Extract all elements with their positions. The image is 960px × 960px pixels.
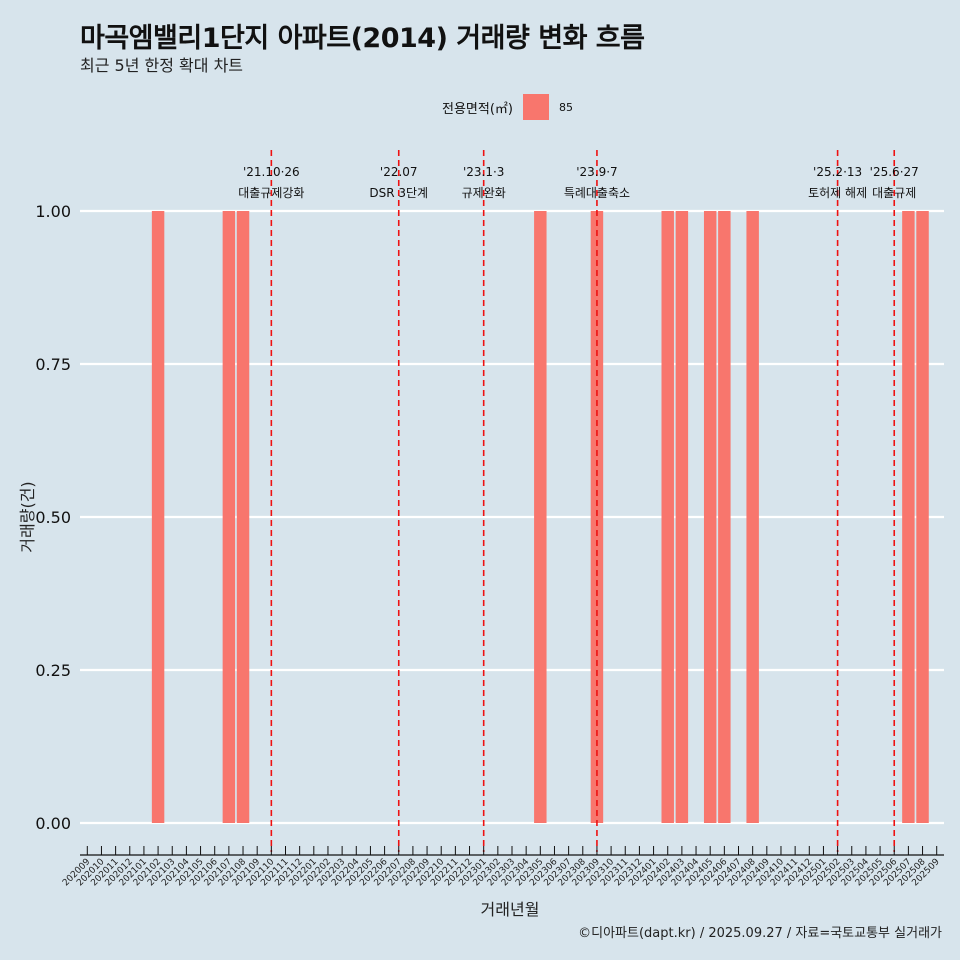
y-tick-label: 0.00 xyxy=(35,814,71,833)
y-tick-label: 0.75 xyxy=(35,355,71,374)
event-date-label: '25.6·27 xyxy=(870,165,919,179)
y-tick-label: 1.00 xyxy=(35,202,71,221)
event-date-label: '23.1·3 xyxy=(463,165,504,179)
bar xyxy=(151,211,165,823)
event-date-label: '22.07 xyxy=(380,165,418,179)
bar-layer xyxy=(151,211,929,823)
bar xyxy=(675,211,689,823)
event-date-label: '23.9·7 xyxy=(576,165,617,179)
event-label: 대출규제강화 xyxy=(238,186,304,200)
bar xyxy=(534,211,547,823)
bar xyxy=(703,211,717,823)
event-label: 규제완화 xyxy=(462,186,506,200)
x-axis: 2020092020102020112020122021012021022021… xyxy=(61,846,944,888)
grid-layer: 0.00 0.25 0.50 0.75 1.00 xyxy=(35,202,944,833)
event-layer: '21.10·26 대출규제강화 '22.07 DSR 3단계 '23.1·3 규제완화 '… xyxy=(238,150,919,852)
chart-subtitle: 최근 5년 한정 확대 차트 xyxy=(80,56,244,75)
event-label: 대출규제 xyxy=(872,186,916,200)
x-axis-title: 거래년월 xyxy=(481,900,540,919)
chart-title: 마곡엠밸리1단지 아파트(2014) 거래량 변화 흐름 xyxy=(80,23,645,54)
event-date-label: '21.10·26 xyxy=(243,165,300,179)
y-axis-title: 거래량(건) xyxy=(18,481,37,552)
source-caption: ©디아파트(dapt.kr) / 2025.09.27 / 자료=국토교통부 실… xyxy=(578,926,942,941)
bar xyxy=(746,211,759,823)
legend-label: 85 xyxy=(558,100,573,114)
y-tick-label: 0.50 xyxy=(35,508,71,527)
legend-title: 전용면적(㎡) xyxy=(442,101,513,117)
bar xyxy=(222,211,236,823)
bar xyxy=(902,211,915,823)
bar xyxy=(590,211,604,823)
bar xyxy=(661,211,674,823)
y-tick-label: 0.25 xyxy=(35,661,71,680)
legend-swatch xyxy=(522,94,549,120)
bar xyxy=(236,211,250,823)
event-label: 토허제 해제 xyxy=(808,186,867,200)
event-date-label: '25.2·13 xyxy=(813,165,862,179)
event-label: DSR 3단계 xyxy=(369,186,428,200)
legend: 전용면적(㎡) 85 xyxy=(442,94,573,120)
bar xyxy=(916,211,929,823)
bar xyxy=(718,211,731,823)
event-label: 특례대출축소 xyxy=(564,186,630,200)
